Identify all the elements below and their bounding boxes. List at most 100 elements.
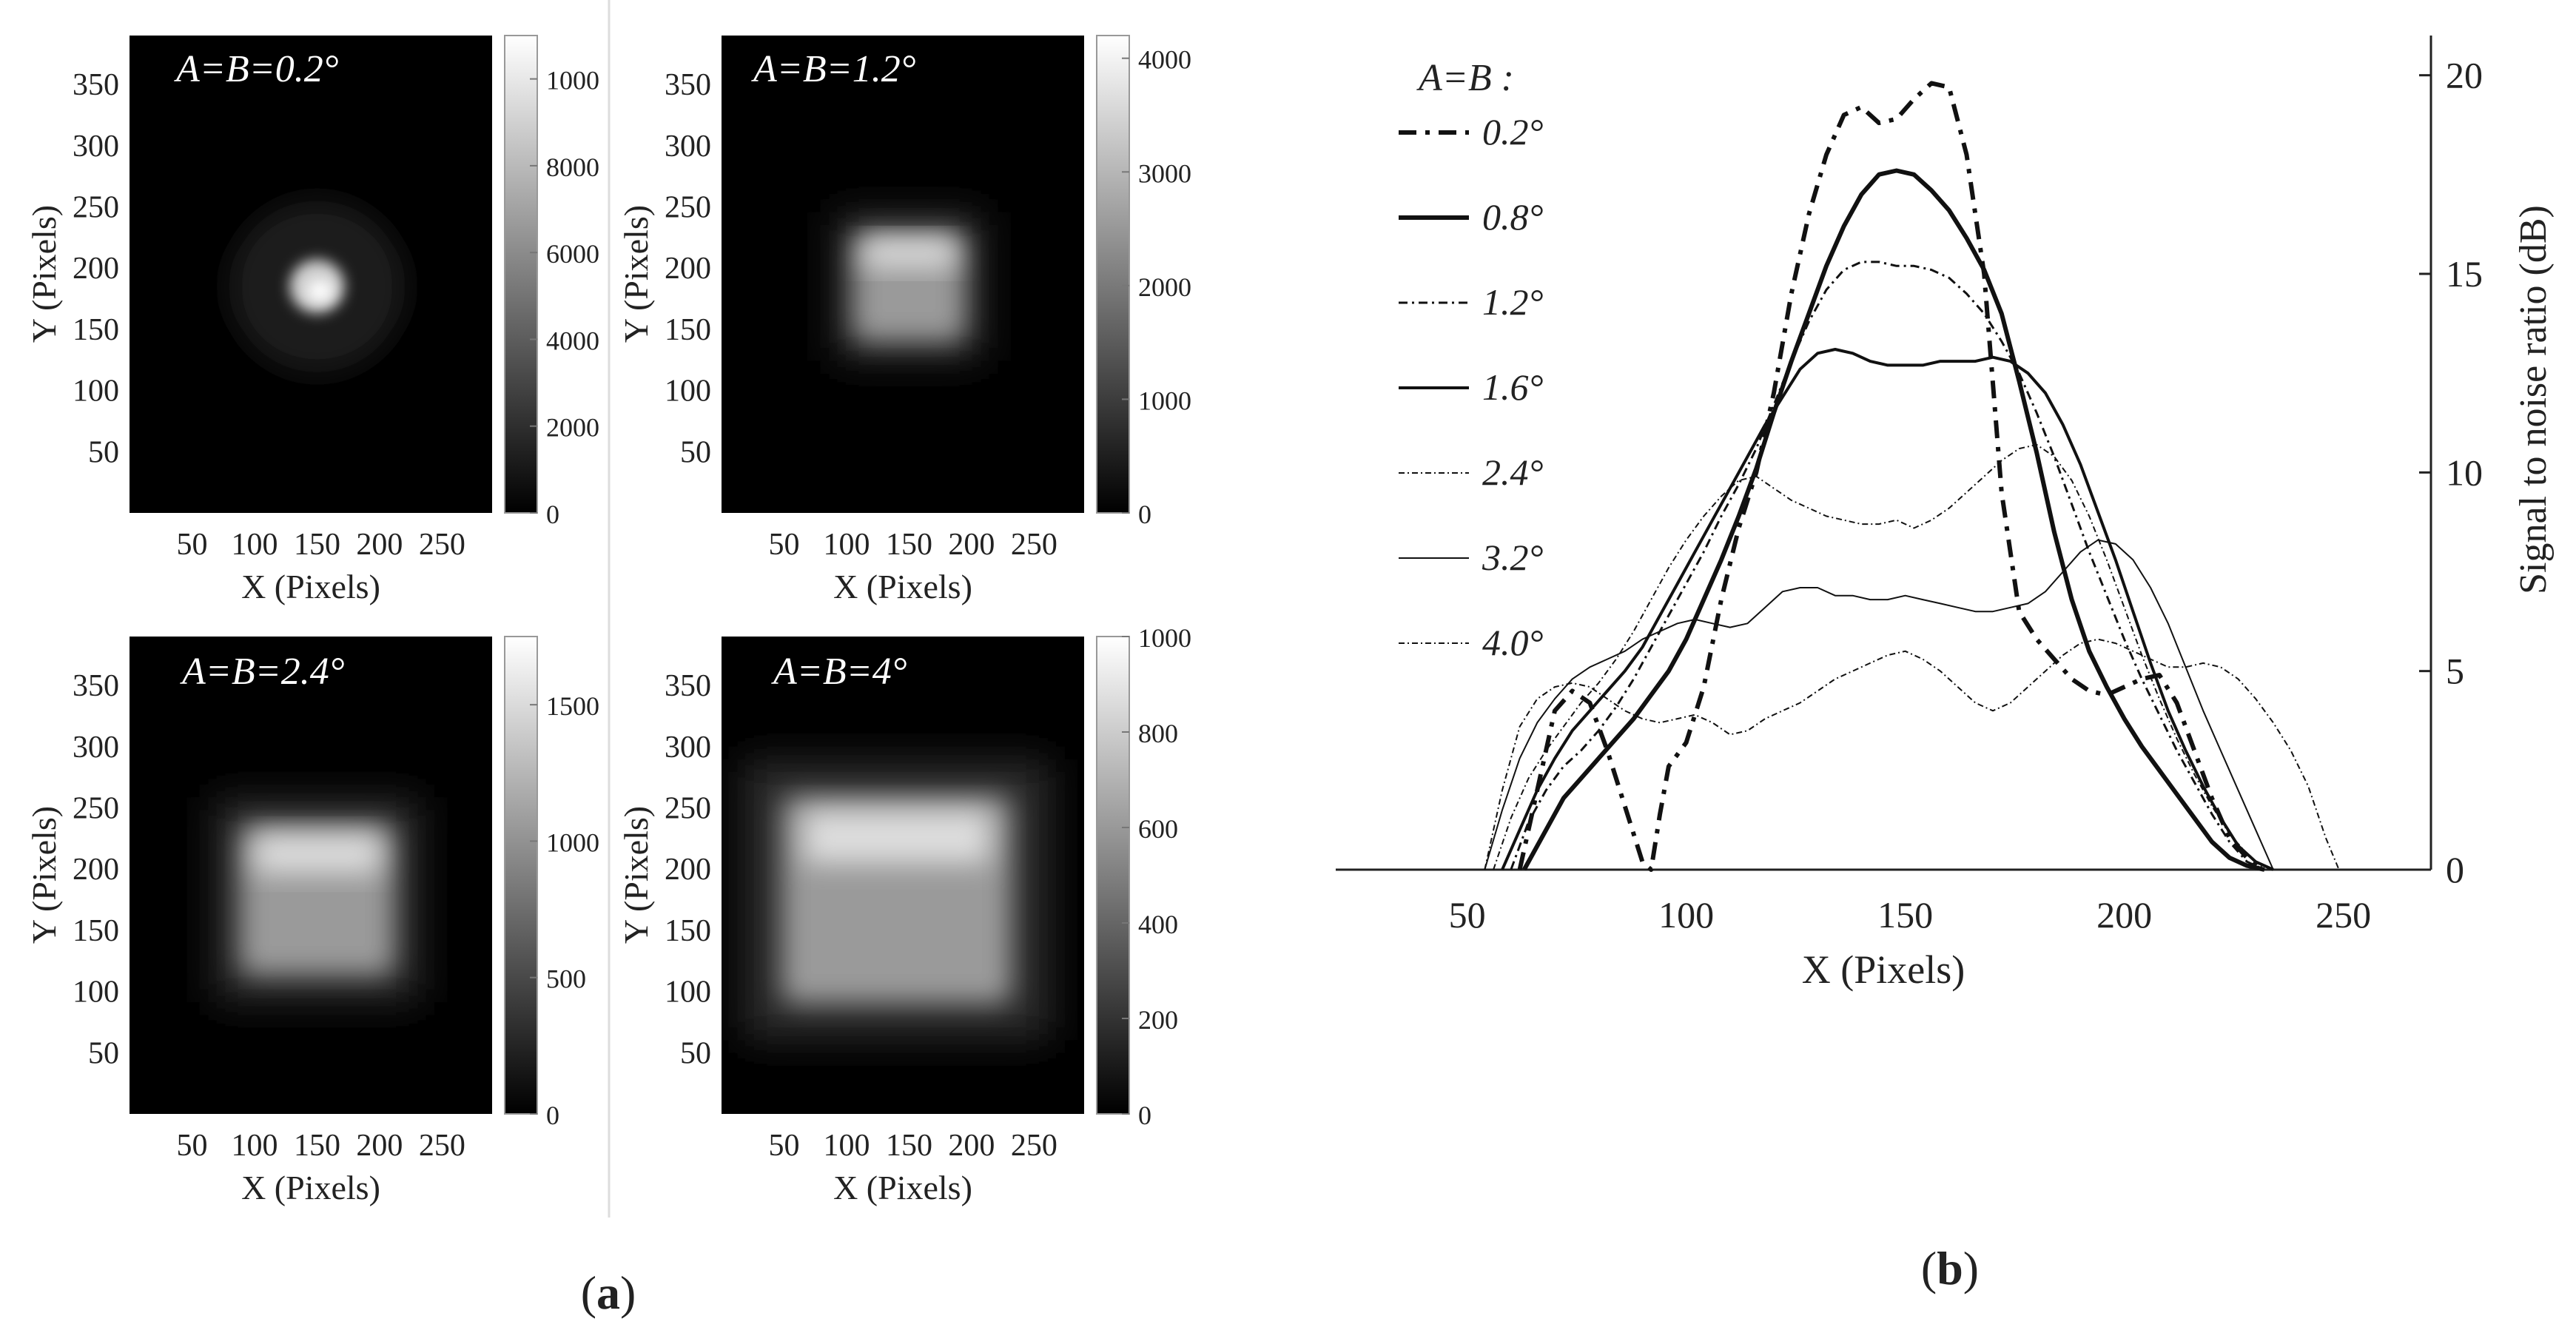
heatmap-2-yticks: 50 100 150 200 250 300 350 [73,669,119,1070]
heatmap-3-colorbar [1096,636,1130,1115]
legend: 0.2° 0.8° 1.2° 1.6° 2.4° 3.2° 4.0° [1399,111,1544,663]
subfigure-label-b-open: ( [1921,1242,1937,1295]
y-tick-label: 250 [665,191,711,225]
y-tick-label: 15 [2446,253,2483,295]
x-tick-label: 150 [1877,894,1933,936]
heatmap-3-xlabel: X (Pixels) [833,1169,972,1206]
line-chart-xlabel: X (Pixels) [1802,947,1965,992]
subfigure-label-a-letter: a [596,1266,620,1319]
colorbar-tick-label: 0 [1138,1101,1151,1130]
y-tick-label: 200 [73,853,119,887]
heatmap-0-title: A=B=0.2° [174,48,339,90]
colorbar-tick-label: 200 [1138,1005,1178,1035]
legend-label: 1.6° [1482,366,1544,408]
heatmap-1-title: A=B=1.2° [751,48,916,90]
y-tick-label: 100 [73,976,119,1010]
legend-label: 0.2° [1482,111,1544,152]
legend-label: 0.8° [1482,196,1544,238]
x-tick-label: 150 [886,528,932,562]
heatmap-2-xlabel: X (Pixels) [241,1169,380,1206]
heatmap-1-yticks: 50 100 150 200 250 300 350 [665,68,711,469]
colorbar-tick-label: 400 [1138,910,1178,939]
y-tick-label: 150 [665,914,711,948]
heatmap-3-yticks: 50 100 150 200 250 300 350 [665,669,711,1070]
y-tick-label: 150 [73,313,119,347]
y-tick-label: 350 [73,68,119,102]
heatmap-0-xticks: 50 100 150 200 250 [176,528,465,562]
subfigure-label-b-close: ) [1963,1242,1979,1295]
y-tick-label: 300 [665,731,711,765]
series-line-1.6° [1501,348,2274,871]
colorbar-tick-label: 0 [546,1101,559,1130]
x-tick-label: 200 [356,1129,403,1163]
colorbar-tick-label: 1500 [546,691,599,721]
x-tick-label: 200 [356,528,403,562]
legend-label: 2.4° [1482,451,1544,493]
colorbar-tick-label: 8000 [546,152,599,182]
heatmap-3-spot [741,759,1052,1041]
y-tick-label: 200 [73,252,119,286]
colorbar-tick-label: 1000 [1138,386,1191,415]
colorbar-tick-label: 1000 [546,827,599,857]
colorbar-tick-label: 2000 [546,413,599,443]
x-tick-label: 150 [886,1129,932,1163]
colorbar-tick-label: 600 [1138,814,1178,844]
y-tick-label: 350 [665,669,711,703]
series-line-4.0° [1484,638,2340,870]
y-tick-label: 300 [73,130,119,164]
legend-title: A=B : [1416,57,1514,99]
heatmap-panel-3: A=B=4° 50 100 150 200 250 50 100 150 200 250 300 3… [617,623,1191,1206]
line-chart: 50 100 150 200 250 0 5 10 15 20 X (Pixels) Signa… [1336,36,2555,992]
heatmap-0-colorbar-ticks: 0 2000 4000 6000 8000 1000 [530,66,599,529]
y-tick-label: 50 [680,1036,711,1070]
heatmap-2-spot [212,797,422,1003]
heatmap-3-colorbar-ticks: 0 200 400 600 800 1000 [1122,623,1191,1130]
y-tick-label: 50 [88,1036,119,1070]
x-tick-label: 250 [2316,894,2371,936]
colorbar-tick-label: 2000 [1138,272,1191,302]
x-tick-label: 200 [2096,894,2152,936]
colorbar-tick-label: 4000 [1138,45,1191,75]
colorbar-tick-label: 1000 [546,66,599,95]
subfigure-label-a-text: (a) [581,1266,636,1319]
series-line-0.8° [1521,168,2265,872]
subfigure-label-b: (b) [1921,1242,1979,1295]
heatmap-1-xticks: 50 100 150 200 250 [768,528,1057,562]
heatmap-panel-1: A=B=1.2° 50 100 150 200 250 50 100 150 200 250 30… [617,35,1191,605]
heatmap-0-colorbar [504,35,538,514]
series-line-2.4° [1493,443,2265,870]
colorbar-tick-label: 500 [546,964,586,994]
heatmap-panel-0: A=B=0.2° 50 100 150 200 250 50 100 150 200 250 30… [25,35,599,605]
colorbar-tick-label: 0 [1138,500,1151,529]
x-tick-label: 250 [419,528,465,562]
colorbar-tick-label: 6000 [546,239,599,269]
heatmap-0-ylabel: Y (Pixels) [25,205,63,343]
colorbar-tick-label: 800 [1138,719,1178,748]
subfigure-label-a-open: ( [581,1266,596,1319]
x-tick-label: 100 [823,1129,870,1163]
series-line-0.2° [1517,81,2266,872]
x-tick-label: 200 [948,528,995,562]
x-tick-label: 100 [823,528,870,562]
heatmap-1-colorbar-ticks: 0 1000 2000 3000 4000 [1122,45,1191,529]
colorbar-tick-label: 0 [546,500,559,529]
heatmap-0-spot [229,200,406,373]
x-tick-label: 50 [768,1129,799,1163]
x-tick-label: 100 [1658,894,1714,936]
subfigure-label-a-close: ) [620,1266,636,1319]
spot-peak [864,239,955,267]
y-tick-label: 5 [2446,651,2464,692]
x-tick-label: 50 [768,528,799,562]
line-chart-series [1484,81,2340,872]
x-tick-label: 50 [1449,894,1486,936]
line-chart-xticks: 50 100 150 200 250 [1449,894,2372,936]
x-tick-label: 100 [231,1129,278,1163]
x-tick-label: 200 [948,1129,995,1163]
y-tick-label: 300 [665,130,711,164]
heatmap-2-colorbar [504,636,538,1115]
y-tick-label: 50 [88,435,119,469]
heatmap-2-xticks: 50 100 150 200 250 [176,1129,465,1163]
x-tick-label: 150 [294,528,340,562]
y-tick-label: 0 [2446,849,2464,890]
